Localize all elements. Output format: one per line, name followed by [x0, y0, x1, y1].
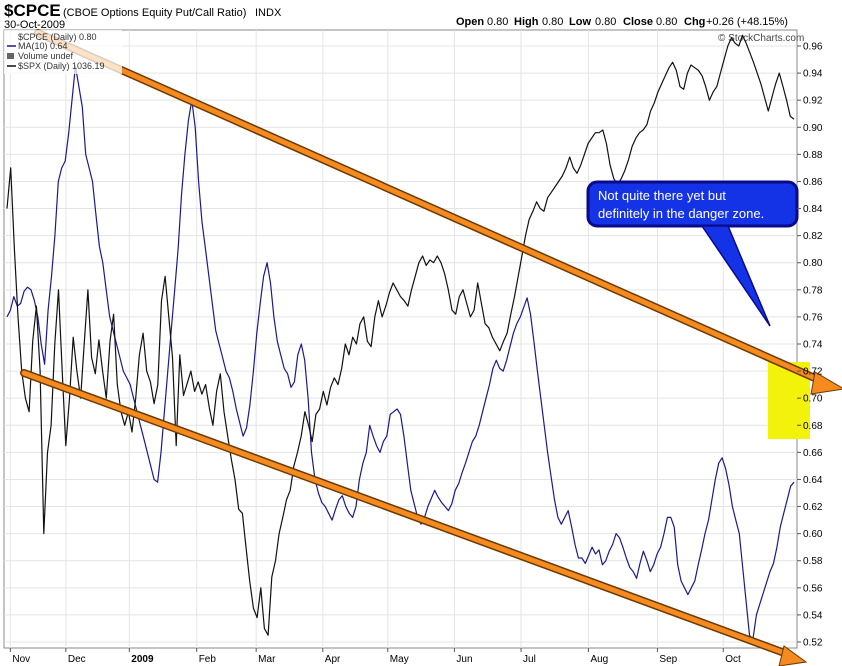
- y-tick-label: 0.88: [803, 150, 823, 161]
- legend-item-volume: Volume undef: [18, 51, 74, 61]
- x-tick-label: Oct: [725, 654, 741, 665]
- trend-channel: [20, 29, 842, 666]
- low-value: 0.80: [595, 16, 616, 28]
- y-tick-label: 0.60: [803, 529, 823, 540]
- annotation-callout: Not quite there yet but definitely in th…: [586, 180, 799, 327]
- open-label: Open: [456, 16, 484, 28]
- x-tick-label: Mar: [258, 654, 276, 665]
- close-value: 0.80: [656, 16, 677, 28]
- legend-item-cpce: $CPCE (Daily) 0.80: [18, 32, 97, 42]
- chart-header: $CPCE (CBOE Options Equity Put/Call Rati…: [4, 1, 788, 31]
- watermark: © StockCharts.com: [718, 33, 804, 44]
- callout-line-1: Not quite there yet but: [598, 188, 726, 203]
- legend-box: [4, 30, 122, 74]
- x-tick-label: Sep: [659, 654, 677, 665]
- symbol-name: (CBOE Options Equity Put/Call Ratio): [63, 7, 246, 19]
- y-tick-label: 0.94: [803, 69, 823, 80]
- low-label: Low: [569, 16, 591, 28]
- y-tick-label: 0.64: [803, 475, 823, 486]
- x-tick-label: May: [390, 654, 409, 665]
- legend-item-ma: MA(10) 0.64: [18, 41, 68, 51]
- x-tick-label: Jun: [456, 654, 472, 665]
- x-axis: Nov Dec 2009 Feb Mar Apr May Jun Jul Aug Sep Oct: [9, 648, 741, 665]
- y-axis: 0.96 0.94 0.92 0.90 0.88 0.86 0.84 0.82 0.80 0.78…: [797, 42, 823, 649]
- x-tick-label: Feb: [199, 654, 217, 665]
- y-tick-label: 0.52: [803, 638, 823, 649]
- x-tick-label: Dec: [68, 654, 86, 665]
- legend-swatch-volume: [7, 53, 14, 59]
- y-tick-label: 0.68: [803, 421, 823, 432]
- y-tick-label: 0.74: [803, 340, 823, 351]
- legend: $CPCE (Daily) 0.80 MA(10) 0.64 Volume un…: [4, 30, 122, 74]
- y-tick-label: 0.72: [803, 367, 823, 378]
- x-tick-label: Jul: [523, 654, 536, 665]
- y-tick-label: 0.96: [803, 42, 823, 53]
- lower-trend-arrow: [20, 369, 808, 666]
- y-tick-label: 0.80: [803, 258, 823, 269]
- grid: [4, 30, 797, 648]
- y-tick-label: 0.92: [803, 96, 823, 107]
- spx-series-line: [6, 34, 795, 636]
- x-tick-label: Apr: [325, 654, 341, 665]
- close-label: Close: [623, 16, 653, 28]
- y-tick-label: 0.58: [803, 556, 823, 567]
- upper-trend-arrow: [34, 29, 842, 395]
- y-tick-label: 0.56: [803, 583, 823, 594]
- y-tick-label: 0.54: [803, 610, 823, 621]
- y-tick-label: 0.84: [803, 204, 823, 215]
- high-label: High: [514, 16, 539, 28]
- plot-area: [3, 29, 798, 649]
- x-tick-label: 2009: [131, 654, 154, 665]
- y-tick-label: 0.78: [803, 285, 823, 296]
- high-value: 0.80: [542, 16, 563, 28]
- open-value: 0.80: [487, 16, 508, 28]
- y-tick-label: 0.90: [803, 123, 823, 134]
- y-tick-label: 0.66: [803, 448, 823, 459]
- y-tick-label: 0.86: [803, 177, 823, 188]
- chg-label: Chg: [684, 16, 705, 28]
- chart-date: 30-Oct-2009: [4, 19, 65, 31]
- x-tick-label: Aug: [590, 654, 608, 665]
- x-tick-label: Nov: [12, 654, 30, 665]
- symbol-exchange: INDX: [255, 7, 282, 19]
- y-tick-label: 0.70: [803, 394, 823, 405]
- symbol-title: $CPCE: [4, 1, 61, 20]
- legend-item-spx: $SPX (Daily) 1036.19: [18, 61, 105, 71]
- y-tick-label: 0.62: [803, 502, 823, 513]
- y-tick-label: 0.82: [803, 231, 823, 242]
- callout-line-2: definitely in the danger zone.: [598, 206, 764, 221]
- chg-value: +0.26 (+48.15%): [706, 16, 788, 28]
- y-tick-label: 0.76: [803, 312, 823, 323]
